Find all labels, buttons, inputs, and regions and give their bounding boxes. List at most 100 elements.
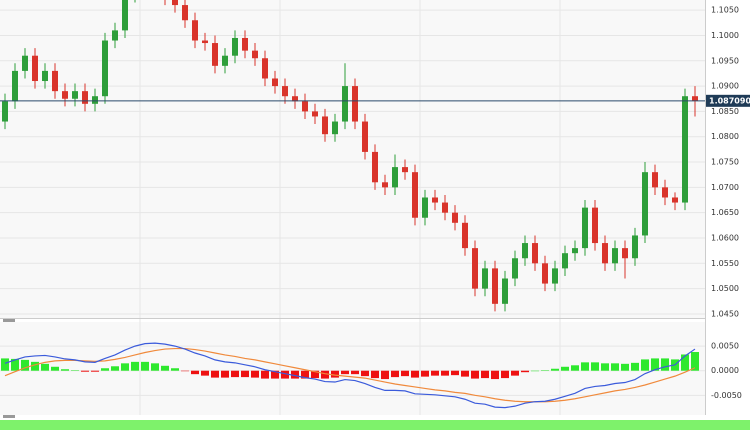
candle-body: [562, 253, 568, 269]
histogram-bar: [661, 358, 669, 371]
histogram-bar: [571, 365, 579, 371]
histogram-bar: [401, 370, 409, 377]
candle-body: [682, 96, 688, 203]
histogram-bar: [391, 370, 399, 378]
histogram-bar: [531, 370, 539, 372]
candle-body: [182, 5, 188, 21]
candle-body: [402, 167, 408, 173]
histogram-bar: [561, 366, 569, 371]
histogram-bar: [291, 370, 299, 379]
candle-body: [242, 37, 248, 51]
histogram-bar: [231, 370, 239, 378]
histogram-bar: [411, 370, 419, 378]
candle-body: [582, 207, 588, 249]
y-tick-label: 1.0850: [711, 107, 739, 116]
histogram-bar: [631, 362, 639, 371]
candle-body: [82, 91, 88, 104]
candle-body: [222, 55, 228, 66]
candle-body: [192, 20, 198, 41]
histogram-bar: [331, 370, 339, 378]
histogram-bar: [481, 370, 489, 379]
candle-body: [642, 172, 648, 236]
histogram-bar: [301, 370, 309, 379]
histogram-bar: [691, 352, 699, 371]
price-panel: [0, 0, 705, 318]
candle-body: [352, 86, 358, 122]
candle-body: [92, 96, 98, 104]
histogram-bar: [61, 369, 69, 371]
candle-body: [622, 248, 628, 259]
current-price-box: [706, 94, 750, 107]
candle-body: [662, 187, 668, 198]
bottom-bar: [0, 420, 750, 430]
histogram-bar: [641, 359, 649, 371]
y-tick-label: -0.0050: [711, 391, 742, 400]
histogram-bar: [551, 368, 559, 371]
panel-handle[interactable]: [3, 415, 15, 418]
candle-body: [502, 278, 508, 304]
histogram-bar: [591, 362, 599, 371]
histogram-bar: [141, 361, 149, 371]
y-tick-label: 1.0750: [711, 158, 739, 167]
y-tick-label: 1.0600: [711, 233, 739, 242]
candle-body: [62, 91, 68, 99]
histogram-bar: [341, 370, 349, 375]
histogram-bar: [311, 370, 319, 379]
histogram-bar: [151, 363, 159, 371]
candle-body: [372, 151, 378, 183]
candle-body: [232, 37, 238, 56]
y-tick-label: 1.0900: [711, 82, 739, 91]
y-tick-label: 1.0550: [711, 259, 739, 268]
histogram-bar: [131, 361, 139, 371]
histogram-bar: [511, 370, 519, 376]
histogram-bar: [611, 363, 619, 371]
histogram-bar: [91, 370, 99, 372]
candle-body: [342, 86, 348, 122]
candle-body: [292, 96, 298, 102]
candle-body: [362, 121, 368, 152]
y-tick-label: 1.0650: [711, 208, 739, 217]
histogram-bar: [491, 370, 499, 380]
candle-body: [442, 202, 448, 213]
histogram-bar: [601, 363, 609, 371]
candle-body: [262, 58, 268, 79]
histogram-bar: [181, 370, 189, 372]
histogram-bar: [51, 366, 59, 371]
candle-body: [452, 212, 458, 223]
histogram-bar: [321, 370, 329, 379]
histogram-bar: [261, 370, 269, 379]
candle-body: [12, 70, 18, 102]
histogram-bar: [201, 370, 209, 376]
candle-body: [312, 111, 318, 117]
candle-body: [612, 248, 618, 264]
histogram-bar: [681, 354, 689, 371]
signal-line: [4, 347, 696, 403]
candle-body: [72, 91, 78, 99]
panel-handle[interactable]: [3, 319, 15, 322]
histogram-bar: [361, 370, 369, 377]
histogram-bar: [71, 370, 79, 371]
candle-body: [102, 40, 108, 97]
histogram-bar: [1, 358, 9, 371]
candle-body: [52, 70, 58, 92]
candle-body: [572, 248, 578, 254]
candle-body: [552, 268, 558, 284]
histogram-bar: [471, 370, 479, 379]
histogram-bar: [431, 370, 439, 376]
histogram-bar: [11, 358, 19, 371]
candle-body: [302, 101, 308, 112]
candle-body: [542, 263, 548, 284]
candle-body: [332, 121, 338, 135]
candle-body: [382, 182, 388, 188]
histogram-bar: [521, 370, 529, 373]
candle-body: [32, 55, 38, 82]
histogram-bar: [581, 362, 589, 371]
candle-body: [432, 197, 438, 203]
histogram-bar: [251, 370, 259, 378]
candle-body: [322, 116, 328, 135]
candle-body: [252, 50, 258, 59]
candle-body: [532, 243, 538, 264]
candle-body: [422, 197, 428, 218]
candle-body: [592, 207, 598, 244]
